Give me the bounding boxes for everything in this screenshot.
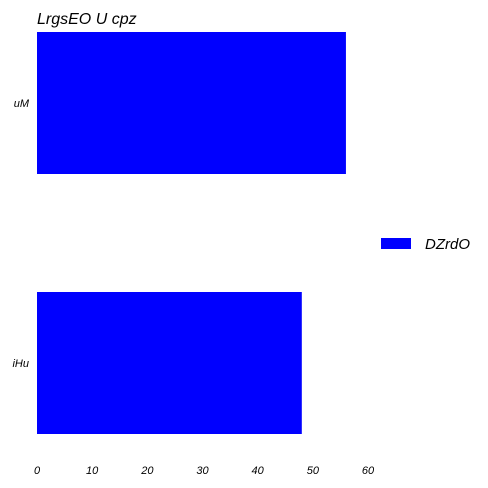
legend-swatch [381, 238, 411, 249]
category-labels: uM iHu [12, 98, 29, 370]
bars-group [37, 32, 346, 434]
x-tick-label: 30 [196, 465, 209, 477]
chart-title: LrgsEO U cpz [37, 11, 137, 28]
bar-iHu [37, 292, 302, 434]
x-tick-label: 40 [252, 465, 265, 477]
legend: DZrdO [381, 236, 470, 253]
x-tick-label: 60 [362, 465, 375, 477]
category-label: iHu [12, 358, 29, 370]
x-tick-label: 50 [307, 465, 320, 477]
x-tick-label: 20 [140, 465, 154, 477]
bar-uM [37, 32, 346, 174]
legend-label: DZrdO [425, 236, 470, 253]
category-label: uM [14, 98, 30, 110]
x-tick-label: 10 [86, 465, 99, 477]
x-tick-label: 0 [34, 465, 41, 477]
x-axis-ticks: 0 10 20 30 40 50 60 [34, 465, 375, 477]
